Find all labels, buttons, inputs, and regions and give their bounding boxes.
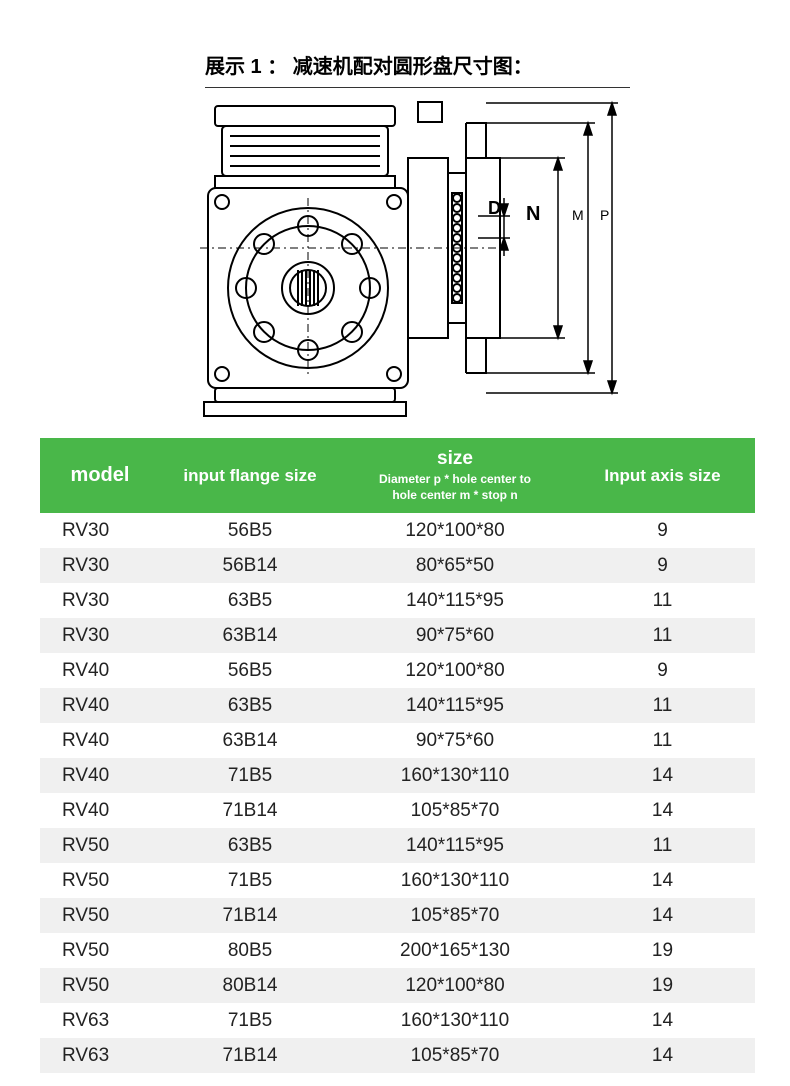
cell-size: 200*165*130 <box>340 933 570 968</box>
cell-model: RV40 <box>40 653 160 688</box>
cell-flange: 80B14 <box>160 968 340 1003</box>
cell-flange: 63B5 <box>160 583 340 618</box>
cell-model: RV50 <box>40 933 160 968</box>
cell-size: 140*115*95 <box>340 583 570 618</box>
table-row: RV4063B1490*75*6011 <box>40 723 755 758</box>
cell-flange: 80B5 <box>160 933 340 968</box>
cell-size: 105*85*70 <box>340 793 570 828</box>
cell-size: 160*130*110 <box>340 1003 570 1038</box>
cell-size: 90*75*60 <box>340 618 570 653</box>
table-row: RV3063B1490*75*6011 <box>40 618 755 653</box>
cell-flange: 71B5 <box>160 863 340 898</box>
table-row: RV4063B5140*115*9511 <box>40 688 755 723</box>
col-header-axis: Input axis size <box>570 438 755 513</box>
table-row: RV4071B5160*130*11014 <box>40 758 755 793</box>
table-row: RV5080B14120*100*8019 <box>40 968 755 1003</box>
cell-model: RV30 <box>40 548 160 583</box>
cell-axis: 11 <box>570 618 755 653</box>
cell-axis: 11 <box>570 583 755 618</box>
page-title: 展示 1 ： 减速机配对圆形盘尺寸图： <box>205 50 790 79</box>
col-header-size-main: size <box>348 448 562 470</box>
cell-model: RV50 <box>40 898 160 933</box>
cell-axis: 19 <box>570 933 755 968</box>
cell-model: RV30 <box>40 618 160 653</box>
cell-model: RV50 <box>40 828 160 863</box>
cell-model: RV40 <box>40 723 160 758</box>
diagram-label-d: D <box>488 198 501 218</box>
cell-flange: 63B14 <box>160 618 340 653</box>
title-section: 展示 1 ： 减速机配对圆形盘尺寸图： <box>0 0 790 88</box>
diagram-label-n: N <box>526 203 540 225</box>
cell-model: RV40 <box>40 688 160 723</box>
diagram-label-p: P <box>600 207 609 223</box>
table-row: RV3056B5120*100*809 <box>40 513 755 548</box>
table-row: RV5080B5200*165*13019 <box>40 933 755 968</box>
cell-size: 120*100*80 <box>340 653 570 688</box>
col-header-size-sub1: Diameter p * hole center to <box>348 472 562 488</box>
col-header-flange: input flange size <box>160 438 340 513</box>
col-header-size: size Diameter p * hole center to hole ce… <box>340 438 570 513</box>
cell-axis: 19 <box>570 968 755 1003</box>
cell-flange: 71B14 <box>160 793 340 828</box>
cell-flange: 63B14 <box>160 723 340 758</box>
cell-flange: 56B5 <box>160 653 340 688</box>
cell-size: 160*130*110 <box>340 863 570 898</box>
cell-axis: 14 <box>570 793 755 828</box>
cell-model: RV30 <box>40 513 160 548</box>
table-row: RV4056B5120*100*809 <box>40 653 755 688</box>
cell-axis: 14 <box>570 1003 755 1038</box>
cell-model: RV63 <box>40 1038 160 1073</box>
cell-axis: 9 <box>570 548 755 583</box>
spec-table: model input flange size size Diameter p … <box>40 438 755 1073</box>
cell-flange: 71B14 <box>160 898 340 933</box>
cell-axis: 14 <box>570 1038 755 1073</box>
cell-size: 105*85*70 <box>340 898 570 933</box>
cell-flange: 56B14 <box>160 548 340 583</box>
cell-axis: 11 <box>570 828 755 863</box>
cell-size: 120*100*80 <box>340 513 570 548</box>
col-header-size-sub2: hole center m * stop n <box>348 488 562 504</box>
cell-model: RV50 <box>40 863 160 898</box>
cell-size: 105*85*70 <box>340 1038 570 1073</box>
cell-axis: 14 <box>570 758 755 793</box>
cell-axis: 14 <box>570 863 755 898</box>
table-row: RV3063B5140*115*9511 <box>40 583 755 618</box>
table-row: RV5071B14105*85*7014 <box>40 898 755 933</box>
cell-flange: 63B5 <box>160 828 340 863</box>
cell-axis: 9 <box>570 653 755 688</box>
table-row: RV4071B14105*85*7014 <box>40 793 755 828</box>
col-header-model: model <box>40 438 160 513</box>
diagram-label-m: M <box>572 207 584 223</box>
table-row: RV5063B5140*115*9511 <box>40 828 755 863</box>
cell-axis: 9 <box>570 513 755 548</box>
diagram-area: N M P D <box>0 88 790 438</box>
cell-flange: 63B5 <box>160 688 340 723</box>
cell-flange: 56B5 <box>160 513 340 548</box>
cell-model: RV63 <box>40 1003 160 1038</box>
spec-table-container: model input flange size size Diameter p … <box>40 438 755 1073</box>
table-row: RV6371B5160*130*11014 <box>40 1003 755 1038</box>
cell-model: RV40 <box>40 758 160 793</box>
cell-model: RV30 <box>40 583 160 618</box>
cell-size: 120*100*80 <box>340 968 570 1003</box>
cell-size: 80*65*50 <box>340 548 570 583</box>
cell-model: RV50 <box>40 968 160 1003</box>
table-header-row: model input flange size size Diameter p … <box>40 438 755 513</box>
cell-flange: 71B5 <box>160 758 340 793</box>
table-body: RV3056B5120*100*809RV3056B1480*65*509RV3… <box>40 513 755 1073</box>
cell-axis: 11 <box>570 723 755 758</box>
cell-size: 160*130*110 <box>340 758 570 793</box>
cell-flange: 71B14 <box>160 1038 340 1073</box>
cell-size: 140*115*95 <box>340 828 570 863</box>
cell-flange: 71B5 <box>160 1003 340 1038</box>
table-row: RV3056B1480*65*509 <box>40 548 755 583</box>
cell-size: 140*115*95 <box>340 688 570 723</box>
cell-axis: 14 <box>570 898 755 933</box>
cell-model: RV40 <box>40 793 160 828</box>
table-row: RV5071B5160*130*11014 <box>40 863 755 898</box>
gearbox-diagram: N M P D <box>200 98 630 428</box>
cell-size: 90*75*60 <box>340 723 570 758</box>
table-row: RV6371B14105*85*7014 <box>40 1038 755 1073</box>
cell-axis: 11 <box>570 688 755 723</box>
